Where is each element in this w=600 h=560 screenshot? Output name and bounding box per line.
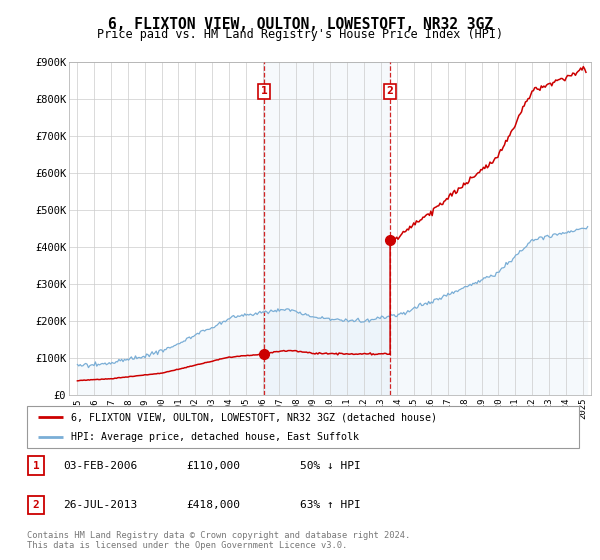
Text: £418,000: £418,000 [186, 500, 240, 510]
Text: HPI: Average price, detached house, East Suffolk: HPI: Average price, detached house, East… [71, 432, 359, 442]
Bar [264, 62, 390, 395]
Text: 50% ↓ HPI: 50% ↓ HPI [300, 461, 361, 471]
FancyBboxPatch shape [28, 496, 44, 514]
Text: 1: 1 [32, 461, 40, 470]
Text: 6, FLIXTON VIEW, OULTON, LOWESTOFT, NR32 3GZ (detached house): 6, FLIXTON VIEW, OULTON, LOWESTOFT, NR32… [71, 412, 437, 422]
FancyBboxPatch shape [27, 406, 579, 448]
Text: 26-JUL-2013: 26-JUL-2013 [63, 500, 137, 510]
Text: 2: 2 [32, 500, 40, 510]
Text: 1: 1 [260, 86, 268, 96]
Text: 63% ↑ HPI: 63% ↑ HPI [300, 500, 361, 510]
Text: 6, FLIXTON VIEW, OULTON, LOWESTOFT, NR32 3GZ: 6, FLIXTON VIEW, OULTON, LOWESTOFT, NR32… [107, 17, 493, 32]
FancyBboxPatch shape [28, 456, 44, 475]
Text: 03-FEB-2006: 03-FEB-2006 [63, 461, 137, 471]
Text: 2: 2 [387, 86, 394, 96]
Text: Contains HM Land Registry data © Crown copyright and database right 2024.
This d: Contains HM Land Registry data © Crown c… [27, 531, 410, 550]
Text: Price paid vs. HM Land Registry's House Price Index (HPI): Price paid vs. HM Land Registry's House … [97, 28, 503, 41]
Text: £110,000: £110,000 [186, 461, 240, 471]
